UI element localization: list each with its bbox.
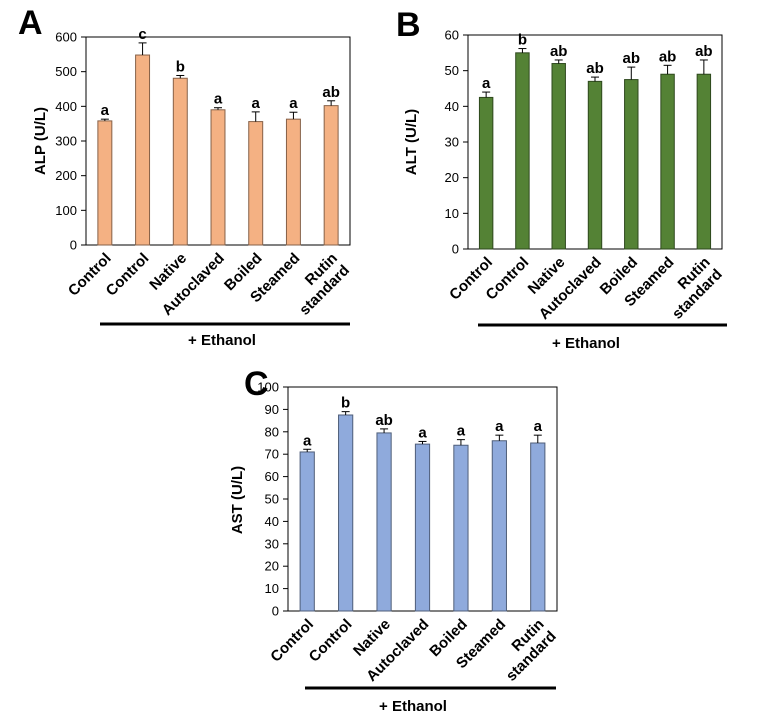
- category-label: Control: [306, 616, 356, 666]
- bar: [172, 77, 188, 246]
- y-tick-label: 30: [445, 135, 459, 150]
- bar: [551, 63, 566, 250]
- y-tick-label: 90: [265, 402, 279, 417]
- bar: [248, 121, 264, 246]
- y-tick-label: 100: [257, 380, 279, 395]
- significance-label: c: [138, 26, 146, 43]
- chart-panel-C: C 0 10 20 30 40 50 60 70 80 90 100 AST (U/L) a Control…: [229, 365, 560, 715]
- significance-label: a: [457, 423, 466, 440]
- y-tick-label: 10: [265, 581, 279, 596]
- panel-letter: C: [244, 365, 269, 403]
- y-tick-label: 0: [70, 238, 77, 253]
- y-tick-label: 500: [55, 64, 77, 79]
- significance-label: b: [518, 32, 527, 49]
- panel-letter: A: [18, 4, 43, 42]
- significance-label: a: [495, 418, 504, 435]
- y-axis-title: ALP (U/L): [32, 107, 49, 175]
- bar: [453, 444, 469, 612]
- y-tick-label: 600: [55, 30, 77, 45]
- y-tick-label: 60: [445, 28, 459, 43]
- y-tick-label: 300: [55, 134, 77, 149]
- y-axis-title: ALT (U/L): [403, 109, 420, 175]
- significance-label: a: [303, 432, 312, 449]
- bar: [323, 105, 339, 246]
- y-tick-label: 0: [452, 242, 459, 257]
- bar: [285, 118, 301, 246]
- y-tick-label: 20: [265, 559, 279, 574]
- bar: [376, 432, 392, 612]
- y-tick-label: 40: [265, 514, 279, 529]
- group-label: + Ethanol: [552, 335, 620, 352]
- bar: [210, 109, 226, 246]
- y-tick-label: 50: [265, 492, 279, 507]
- significance-label: ab: [322, 84, 340, 101]
- y-axis-title: AST (U/L): [229, 466, 246, 534]
- significance-label: b: [341, 395, 350, 412]
- y-tick-label: 70: [265, 447, 279, 462]
- panel-letter: B: [396, 6, 421, 44]
- significance-label: b: [176, 58, 185, 75]
- bar: [515, 52, 530, 250]
- significance-label: a: [252, 95, 261, 112]
- y-tick-label: 40: [445, 99, 459, 114]
- y-tick-label: 60: [265, 469, 279, 484]
- bar: [587, 80, 603, 250]
- y-tick-label: 100: [55, 203, 77, 218]
- bar: [491, 440, 507, 612]
- group-label: + Ethanol: [188, 332, 256, 349]
- y-tick-label: 0: [272, 604, 279, 619]
- significance-label: a: [534, 418, 543, 435]
- significance-label: ab: [550, 43, 568, 60]
- bar: [478, 96, 494, 250]
- significance-label: ab: [375, 412, 393, 429]
- y-tick-label: 10: [445, 206, 459, 221]
- significance-label: ab: [695, 43, 713, 60]
- bar: [299, 451, 315, 612]
- y-tick-label: 30: [265, 536, 279, 551]
- bar: [660, 73, 675, 250]
- category-label: Control: [103, 250, 153, 300]
- group-label: + Ethanol: [379, 698, 447, 715]
- bar: [530, 442, 546, 612]
- significance-label: ab: [586, 60, 604, 77]
- bar: [338, 414, 354, 612]
- y-tick-label: 200: [55, 168, 77, 183]
- significance-label: a: [482, 75, 491, 92]
- bar: [696, 73, 712, 250]
- bar: [135, 54, 151, 246]
- y-tick-label: 400: [55, 99, 77, 114]
- y-tick-label: 50: [445, 63, 459, 78]
- bar: [624, 79, 639, 250]
- significance-label: a: [289, 95, 298, 112]
- bar: [97, 120, 113, 246]
- bar: [414, 443, 431, 612]
- significance-label: a: [418, 424, 427, 441]
- significance-label: a: [101, 102, 110, 119]
- y-tick-label: 80: [265, 424, 279, 439]
- y-tick-label: 20: [445, 170, 459, 185]
- significance-label: ab: [659, 48, 677, 65]
- significance-label: ab: [623, 50, 641, 67]
- significance-label: a: [214, 91, 223, 108]
